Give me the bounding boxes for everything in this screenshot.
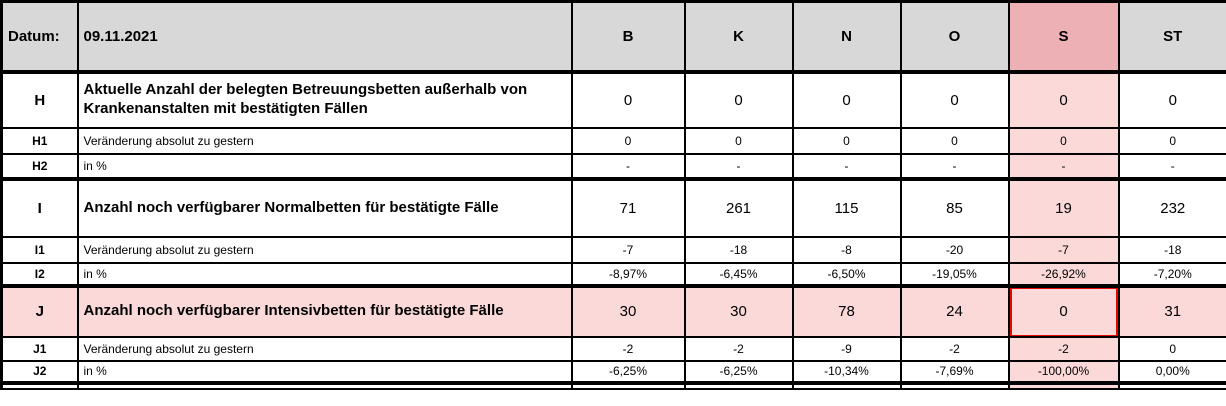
col-header-k: K (683, 0, 794, 73)
table-row-i1: I1 Veränderung absolut zu gestern -7 -18… (0, 235, 1226, 264)
row-desc: Veränderung absolut zu gestern (76, 235, 573, 264)
cell-j2-b: -6,25% (570, 359, 686, 384)
table-row-j2: J2 in % -6,25% -6,25% -10,34% -7,69% -10… (0, 359, 1226, 384)
cell-j1-o: -2 (899, 335, 1010, 362)
table-row-h2: H2 in % - - - - - - (0, 152, 1226, 180)
cell-h2-s: - (1007, 152, 1120, 180)
cell-h2-b: - (570, 152, 686, 180)
cell-j2-s: -100,00% (1007, 359, 1120, 384)
cell-h-o: 0 (899, 69, 1010, 129)
cell-i-n: 115 (791, 176, 902, 238)
cell-h1-st: 0 (1117, 126, 1226, 155)
cell-j1-k: -2 (683, 335, 794, 362)
row-desc: Veränderung absolut zu gestern (76, 126, 573, 155)
cell-i1-st: -18 (1117, 235, 1226, 264)
cell-h1-b: 0 (570, 126, 686, 155)
cell-i-st: 232 (1117, 176, 1226, 238)
cell-h2-n: - (791, 152, 902, 180)
highlighted-cell-value: 0 (1059, 303, 1068, 320)
row-id: J1 (0, 335, 79, 362)
row-desc: Anzahl noch verfügbarer Normalbetten für… (76, 176, 573, 238)
row-id: J2 (0, 359, 79, 384)
cell-h1-s: 0 (1007, 126, 1120, 155)
cell-i1-n: -8 (791, 235, 902, 264)
cell-h-s: 0 (1007, 69, 1120, 129)
table-row-h: H Aktuelle Anzahl der belegten Betreuung… (0, 69, 1226, 129)
cell-i2-b: -8,97% (570, 261, 686, 287)
cell-j-o: 24 (899, 283, 1010, 338)
cell-h1-k: 0 (683, 126, 794, 155)
cell-j-b: 30 (570, 283, 686, 338)
table-row-j: J Anzahl noch verfügbarer Intensivbetten… (0, 283, 1226, 338)
col-header-s: S (1007, 0, 1120, 73)
col-header-st: ST (1117, 0, 1226, 73)
col-header-b: B (570, 0, 686, 73)
cell-i1-o: -20 (899, 235, 1010, 264)
cell-i-b: 71 (570, 176, 686, 238)
row-id: I2 (0, 261, 79, 287)
date-value: 09.11.2021 (76, 0, 573, 73)
row-desc: Anzahl noch verfügbarer Intensivbetten f… (76, 283, 573, 338)
cell-i2-st: -7,20% (1117, 261, 1226, 287)
col-header-n: N (791, 0, 902, 73)
cell-j1-n: -9 (791, 335, 902, 362)
row-desc: in % (76, 261, 573, 287)
cell-i-s: 19 (1007, 176, 1120, 238)
cell-i1-k: -18 (683, 235, 794, 264)
cell-h2-st: - (1117, 152, 1226, 180)
cell-j1-st: 0 (1117, 335, 1226, 362)
row-id: I (0, 176, 79, 238)
cell-i1-b: -7 (570, 235, 686, 264)
cell-h-n: 0 (791, 69, 902, 129)
cell-j-st: 31 (1117, 283, 1226, 338)
table-header-row: Datum: 09.11.2021 B K N O S ST (0, 0, 1226, 73)
cell-j2-st: 0,00% (1117, 359, 1226, 384)
table-row-i2: I2 in % -8,97% -6,45% -6,50% -19,05% -26… (0, 261, 1226, 287)
row-desc: in % (76, 152, 573, 180)
row-id: H1 (0, 126, 79, 155)
table-row-i: I Anzahl noch verfügbarer Normalbetten f… (0, 176, 1226, 238)
cell-i2-n: -6,50% (791, 261, 902, 287)
cell-h1-o: 0 (899, 126, 1010, 155)
row-desc: Veränderung absolut zu gestern (76, 335, 573, 362)
cell-i-k: 261 (683, 176, 794, 238)
cell-i-o: 85 (899, 176, 1010, 238)
cell-h-st: 0 (1117, 69, 1226, 129)
cell-j-n: 78 (791, 283, 902, 338)
cell-i2-o: -19,05% (899, 261, 1010, 287)
cell-h2-o: - (899, 152, 1010, 180)
cell-h2-k: - (683, 152, 794, 180)
cutoff-row (0, 380, 1226, 390)
cell-j1-b: -2 (570, 335, 686, 362)
bed-capacity-table: Datum: 09.11.2021 B K N O S ST H Aktuell… (0, 0, 1226, 390)
row-id: J (0, 283, 79, 338)
cell-j2-n: -10,34% (791, 359, 902, 384)
cell-j2-o: -7,69% (899, 359, 1010, 384)
cell-h-k: 0 (683, 69, 794, 129)
row-id: H (0, 69, 79, 129)
row-id: H2 (0, 152, 79, 180)
datum-label: Datum: (0, 0, 79, 73)
row-id: I1 (0, 235, 79, 264)
cell-h1-n: 0 (791, 126, 902, 155)
cell-i1-s: -7 (1007, 235, 1120, 264)
table-row-h1: H1 Veränderung absolut zu gestern 0 0 0 … (0, 126, 1226, 155)
table-row-j1: J1 Veränderung absolut zu gestern -2 -2 … (0, 335, 1226, 362)
cell-j2-k: -6,25% (683, 359, 794, 384)
cell-j-s-highlighted: 0 (1007, 283, 1120, 338)
row-desc: Aktuelle Anzahl der belegten Betreuungsb… (76, 69, 573, 129)
row-desc: in % (76, 359, 573, 384)
cell-j-k: 30 (683, 283, 794, 338)
cell-h-b: 0 (570, 69, 686, 129)
col-header-o: O (899, 0, 1010, 73)
cell-j1-s: -2 (1007, 335, 1120, 362)
cell-i2-s: -26,92% (1007, 261, 1120, 287)
cell-i2-k: -6,45% (683, 261, 794, 287)
